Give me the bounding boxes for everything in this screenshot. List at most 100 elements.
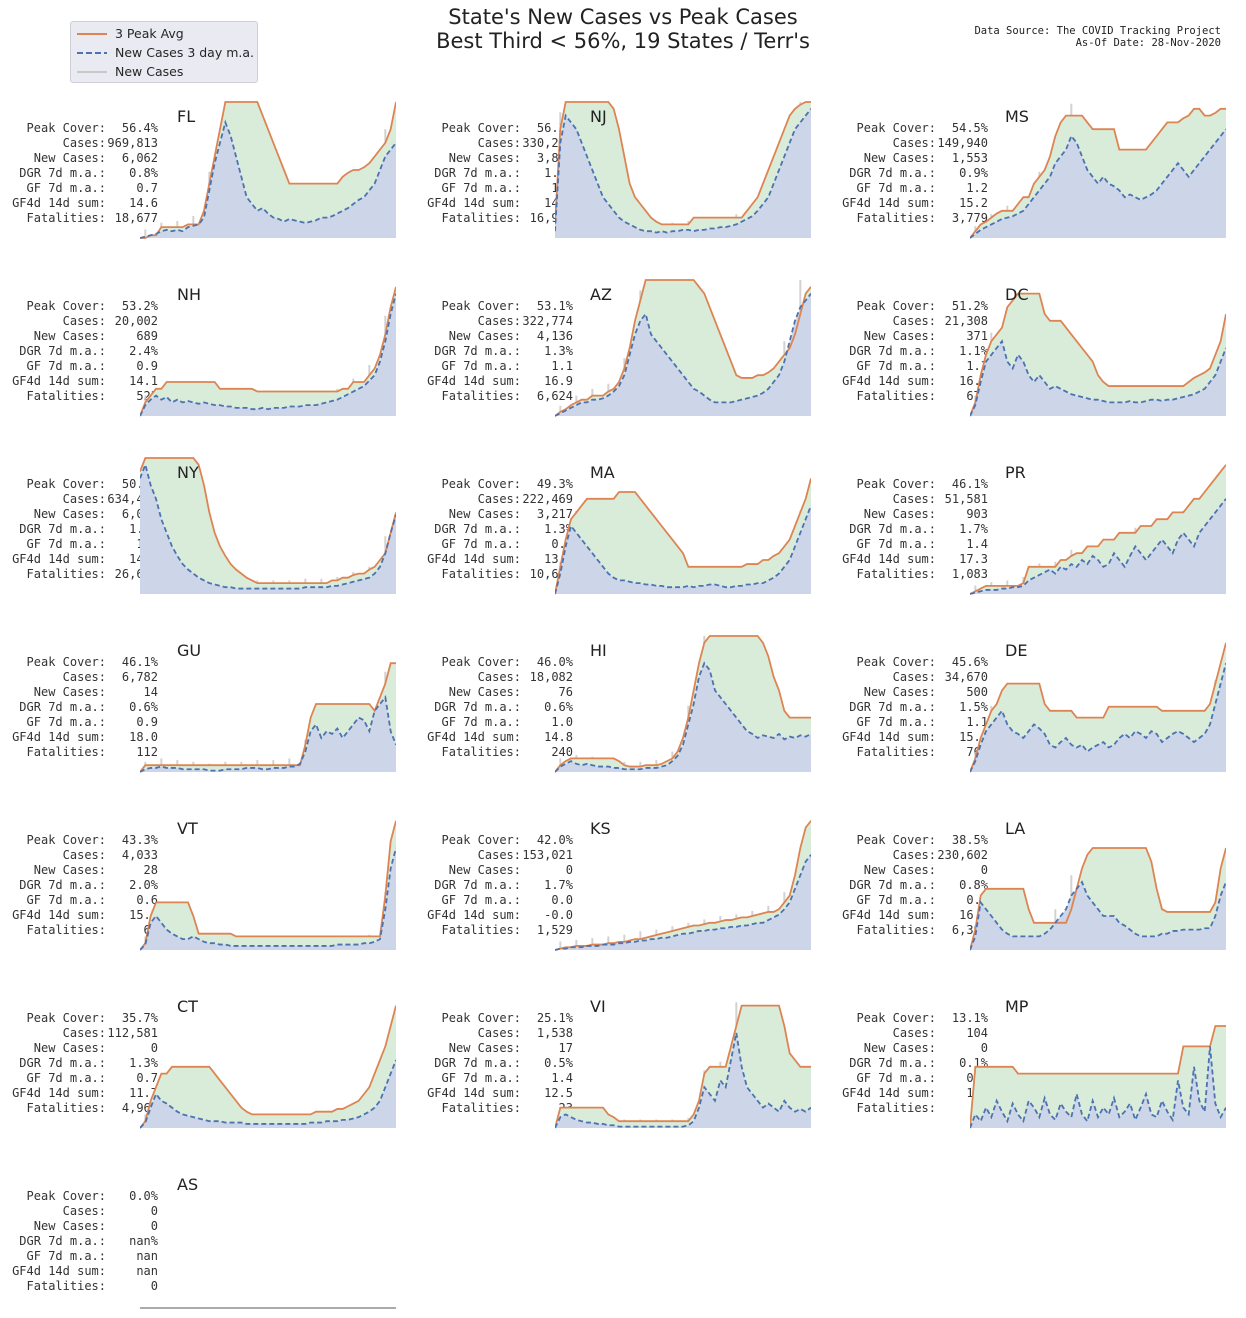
stat-value: 112 [136, 745, 158, 759]
stat-label: New Cases: [33, 1219, 106, 1233]
stat-label: Fatalities: [26, 1101, 106, 1115]
stat-label: DGR 7d m.a.: [19, 344, 106, 358]
stat-value: 153,021 [522, 848, 573, 862]
stat-label: GF 7d m.a.: [441, 537, 521, 551]
stat-value: 0.6% [544, 700, 573, 714]
stat-label: DGR 7d m.a.: [19, 522, 106, 536]
stat-row: Peak Cover: 35.7% [0, 1011, 160, 1026]
stat-value: 0.8% [129, 166, 158, 180]
stat-row: GF4d 14d sum: 11.7 [0, 1086, 160, 1101]
stat-value: 15.2 [959, 196, 988, 210]
stats-block: Peak Cover: 46.1% Cases: 51,581 New Cases: 90… [830, 477, 990, 582]
stat-row: Fatalities:67 [0, 923, 160, 938]
chart-de [970, 642, 1226, 773]
stat-value: 0 [980, 863, 988, 877]
stat-label: Fatalities: [26, 923, 106, 937]
stat-label: GF4d 14d sum: [12, 196, 106, 210]
stat-label: Cases: [477, 136, 521, 150]
ma-line [140, 293, 396, 417]
peak-avg-line [970, 847, 1226, 951]
stat-row: Fatalities: 16,965 [415, 211, 575, 226]
stat-row: New Cases: 903 [830, 507, 990, 522]
stat-row: Cases: 153,021 [415, 848, 575, 863]
stat-value: 0.7 [136, 1071, 158, 1085]
stat-row: New Cases: 689 [0, 329, 160, 344]
stat-row: Fatalities: 1,529 [415, 923, 575, 938]
new-cases-area [140, 464, 396, 594]
stat-label: DGR 7d m.a.: [849, 1056, 936, 1070]
stat-label: DGR 7d m.a.: [19, 1234, 106, 1248]
stat-row: DGR 7d m.a.: 1.7% [415, 878, 575, 893]
stat-row: GF 7d m.a.: 0.9 [0, 359, 160, 374]
stat-label: Fatalities: [441, 389, 521, 403]
new-cases-area [555, 505, 811, 594]
stat-row: DGR 7d m.a.:1.3% [415, 166, 575, 181]
stat-row: Fatalities:763 [830, 745, 990, 760]
peak-cover-area [555, 478, 811, 594]
new-cases-area [140, 293, 396, 416]
ma-line [140, 461, 396, 590]
legend-item-peak: 3 Peak Avg [77, 25, 257, 43]
stat-value: 1.5% [959, 700, 988, 714]
stats-block: Peak Cover: 42.0% Cases: 153,021 New Cases: 0… [415, 833, 575, 938]
stat-row: GF4d 14d sum: 16.5 [830, 908, 990, 923]
stat-row: GF 7d m.a.: 0.9 [0, 715, 160, 730]
peak-avg-line [140, 820, 396, 951]
stat-label: GF4d 14d sum: [842, 730, 936, 744]
state-panel-nh: Peak Cover: 53.2% Cases: 20,002 New Cases: 68… [0, 278, 400, 428]
legend-swatch-peak [77, 33, 107, 35]
stat-row: DGR 7d m.a.:1.3% [0, 1056, 160, 1071]
stat-value: 46.0% [536, 655, 573, 669]
stat-label: Cases: [892, 314, 936, 328]
peak-cover-area [140, 286, 396, 416]
stat-row: GF 7d m.a.:1.0 [415, 181, 575, 196]
chart-ms [970, 103, 1226, 239]
stat-label: DGR 7d m.a.: [434, 878, 521, 892]
stat-row: Cases: 230,602 [830, 848, 990, 863]
stat-row: GF4d 14d sum: 14.6 [0, 196, 160, 211]
stat-value: 240 [551, 745, 573, 759]
stat-row: GF4d 14d sum: 16.2 [830, 374, 990, 389]
chart-ma [555, 478, 811, 595]
stat-label: GF 7d m.a.: [26, 1071, 106, 1085]
peak-avg-line [140, 286, 396, 417]
stat-row: Peak Cover: 54.5% [830, 121, 990, 136]
stat-row: GF 7d m.a.: 0.6 [830, 893, 990, 908]
stat-value: 969,813 [107, 136, 158, 150]
ma-line [970, 880, 1226, 951]
new-cases-area [970, 341, 1226, 416]
stat-label: Peak Cover: [856, 121, 936, 135]
stat-row: GF 7d m.a.: 0.7 [0, 181, 160, 196]
stat-label: Cases: [477, 1026, 521, 1040]
stat-value: 1.2 [966, 181, 988, 195]
stats-block: Peak Cover: 45.6% Cases: 34,670 New Cases: 50… [830, 655, 990, 760]
stat-label: GF4d 14d sum: [842, 374, 936, 388]
stat-row: GF4d 14d sum: 12.5 [415, 1086, 575, 1101]
stat-label: GF4d 14d sum: [12, 908, 106, 922]
stat-label: GF 7d m.a.: [441, 715, 521, 729]
ma-line [140, 695, 396, 773]
stat-row: New Cases: 0 [0, 1219, 160, 1234]
stat-value: 6,062 [121, 151, 158, 165]
chart-ny [140, 457, 396, 594]
legend-label-ma: New Cases 3 day m.a. [115, 45, 254, 60]
stat-row: DGR 7d m.a.: 0.6% [415, 700, 575, 715]
stat-label: GF 7d m.a.: [856, 893, 936, 907]
stat-row: GF4d 14d sum: 17.3 [830, 552, 990, 567]
stat-value: 1,083 [951, 567, 988, 581]
stats-block: Peak Cover: 46.1% Cases: 6,782 New Cases: 14 D… [0, 655, 160, 760]
stat-row: New Cases: 500 [830, 685, 990, 700]
chart-hi [555, 635, 811, 773]
stat-label: Peak Cover: [26, 1189, 106, 1203]
new-cases-area [140, 1060, 396, 1128]
stat-row: Cases: 1,538 [415, 1026, 575, 1041]
chart-mp [970, 1025, 1226, 1129]
state-code-label: GU [177, 641, 202, 660]
stat-value: 104 [966, 1026, 988, 1040]
stat-row: Peak Cover: 56.3% [415, 121, 575, 136]
stat-row: GF 7d m.a.:0.1 [830, 1071, 990, 1086]
stat-value: 21,308 [944, 314, 988, 328]
stat-label: GF4d 14d sum: [427, 552, 521, 566]
state-code-label: CT [177, 997, 198, 1016]
stat-value: 13.1% [951, 1011, 988, 1025]
